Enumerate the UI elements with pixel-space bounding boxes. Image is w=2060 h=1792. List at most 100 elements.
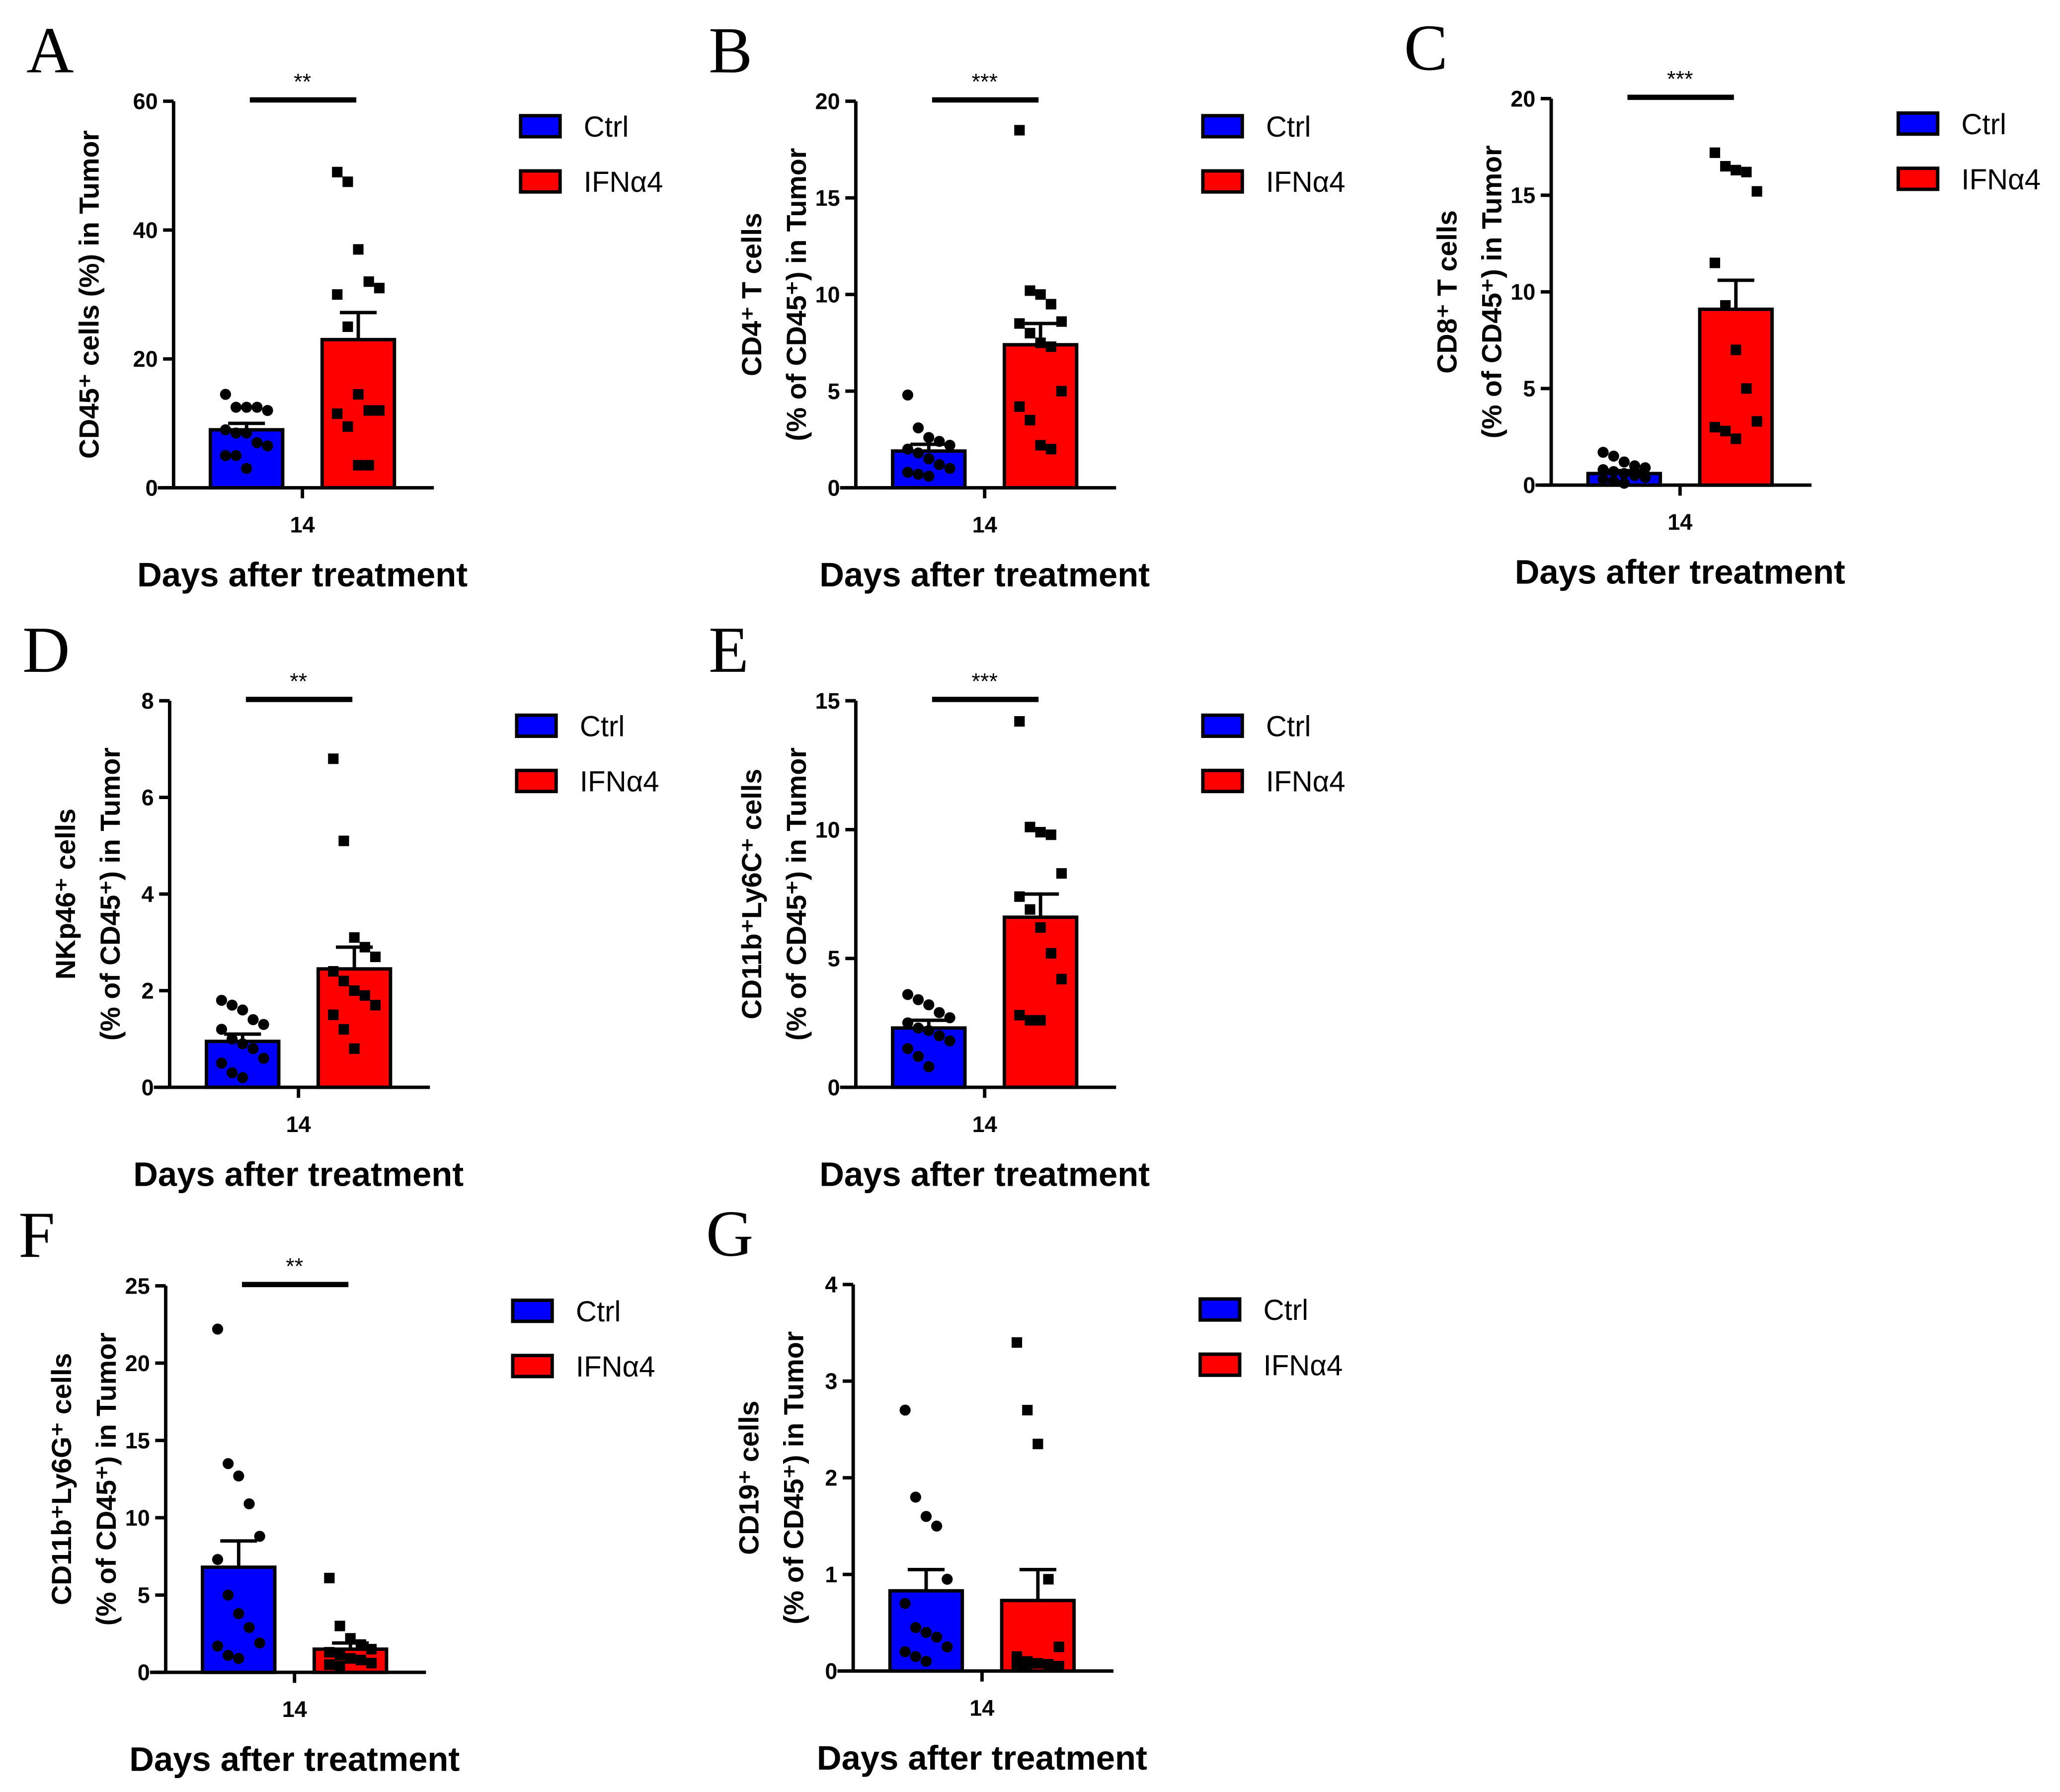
data-point bbox=[1045, 444, 1056, 455]
legend-label: Ctrl bbox=[1266, 711, 1311, 743]
data-point bbox=[1014, 891, 1025, 902]
data-point bbox=[1025, 327, 1035, 338]
significance-label: ** bbox=[290, 668, 307, 694]
y-tick-label: 0 bbox=[138, 1660, 150, 1685]
data-point bbox=[1741, 383, 1752, 394]
legend-swatch bbox=[515, 768, 558, 794]
data-point bbox=[355, 1654, 366, 1665]
data-point bbox=[920, 1511, 932, 1522]
data-point bbox=[934, 459, 945, 470]
data-point bbox=[944, 1012, 955, 1024]
y-axis-title: (% of CD45⁺) in Tumor bbox=[95, 747, 126, 1041]
data-point bbox=[1045, 299, 1056, 310]
data-point bbox=[237, 1004, 248, 1016]
data-point bbox=[349, 932, 360, 943]
data-point bbox=[366, 1643, 377, 1655]
panel-b: B 0 5 10 15 20 14 Days after treatment CD4⁺ T ce… bbox=[709, 14, 1345, 594]
legend-label: IFNα4 bbox=[1266, 766, 1346, 798]
data-point bbox=[334, 1661, 345, 1672]
data-point bbox=[374, 405, 385, 416]
data-point bbox=[230, 450, 242, 461]
data-point bbox=[1709, 147, 1720, 158]
y-tick-label: 15 bbox=[1510, 183, 1535, 208]
x-tick-label: 14 bbox=[972, 512, 997, 537]
y-axis-title: (% of CD45⁺) in Tumor bbox=[91, 1332, 122, 1626]
data-point bbox=[1035, 289, 1046, 300]
data-point bbox=[324, 1659, 335, 1670]
data-point bbox=[226, 999, 238, 1011]
data-point bbox=[258, 1019, 269, 1030]
y-tick-label: 5 bbox=[1523, 376, 1535, 402]
panel-letter: D bbox=[22, 613, 70, 686]
data-point bbox=[1597, 474, 1609, 485]
data-point bbox=[363, 405, 374, 416]
legend-label: Ctrl bbox=[584, 111, 629, 143]
data-point bbox=[1025, 904, 1035, 915]
y-tick-label: 2 bbox=[142, 978, 154, 1003]
data-point bbox=[212, 1323, 224, 1335]
data-point bbox=[355, 1639, 366, 1650]
data-point bbox=[233, 1653, 244, 1664]
legend-label: Ctrl bbox=[1266, 111, 1311, 143]
legend-swatch bbox=[1897, 166, 1940, 191]
x-tick-label: 14 bbox=[1667, 509, 1692, 535]
data-point bbox=[1731, 164, 1742, 175]
data-point bbox=[1043, 1659, 1054, 1670]
y-tick-label: 60 bbox=[133, 89, 158, 114]
data-point bbox=[1720, 161, 1731, 172]
data-point bbox=[902, 389, 914, 401]
data-point bbox=[241, 427, 252, 439]
data-point bbox=[216, 1024, 228, 1035]
data-point bbox=[923, 471, 935, 482]
panel-c: C 0 5 10 15 20 14 Days after treatment CD8⁺ T ce… bbox=[1404, 11, 2041, 591]
y-tick-label: 15 bbox=[815, 185, 840, 211]
data-point bbox=[923, 999, 935, 1011]
data-point bbox=[902, 467, 914, 478]
data-point bbox=[1608, 450, 1619, 462]
data-point bbox=[243, 1498, 255, 1510]
data-point bbox=[216, 994, 228, 1006]
data-point bbox=[1035, 1015, 1046, 1026]
data-point bbox=[254, 1531, 265, 1542]
data-point bbox=[913, 1051, 924, 1062]
x-axis-title: Days after treatment bbox=[137, 556, 468, 594]
y-tick-label: 10 bbox=[815, 817, 840, 842]
legend-label: IFNα4 bbox=[576, 1351, 655, 1383]
data-point bbox=[237, 1038, 248, 1050]
data-point bbox=[332, 289, 343, 300]
legend-label: Ctrl bbox=[1264, 1294, 1309, 1326]
data-point bbox=[1014, 1010, 1025, 1021]
data-point bbox=[923, 453, 935, 465]
legend-label: Ctrl bbox=[580, 711, 625, 743]
data-point bbox=[1045, 829, 1056, 840]
data-point bbox=[262, 405, 273, 416]
data-point bbox=[1035, 440, 1046, 451]
data-point bbox=[923, 1025, 935, 1036]
data-point bbox=[237, 1072, 248, 1083]
data-point bbox=[944, 1035, 955, 1047]
bar-ifn bbox=[1002, 343, 1079, 489]
data-point bbox=[1014, 401, 1025, 412]
data-point bbox=[923, 432, 935, 443]
data-point bbox=[334, 1650, 345, 1661]
data-point bbox=[944, 439, 955, 451]
y-axis-title: CD11b⁺Ly6G⁺ cells bbox=[46, 1353, 77, 1605]
data-point bbox=[370, 951, 381, 963]
data-point bbox=[1025, 1015, 1035, 1026]
y-tick-label: 10 bbox=[1510, 279, 1535, 305]
data-point bbox=[913, 469, 924, 480]
significance-label: *** bbox=[1667, 67, 1693, 92]
data-point bbox=[944, 463, 955, 474]
data-point bbox=[1618, 456, 1630, 468]
significance-label: *** bbox=[971, 69, 998, 94]
legend-label: IFNα4 bbox=[1266, 166, 1346, 198]
data-point bbox=[899, 1598, 911, 1609]
data-point bbox=[223, 1458, 234, 1469]
data-point bbox=[1741, 166, 1752, 177]
data-point bbox=[1640, 462, 1651, 474]
panel-letter: G bbox=[706, 1197, 754, 1270]
data-point bbox=[247, 1014, 259, 1025]
x-axis-title: Days after treatment bbox=[1515, 553, 1845, 591]
data-point bbox=[1618, 478, 1630, 489]
data-point bbox=[353, 460, 364, 471]
